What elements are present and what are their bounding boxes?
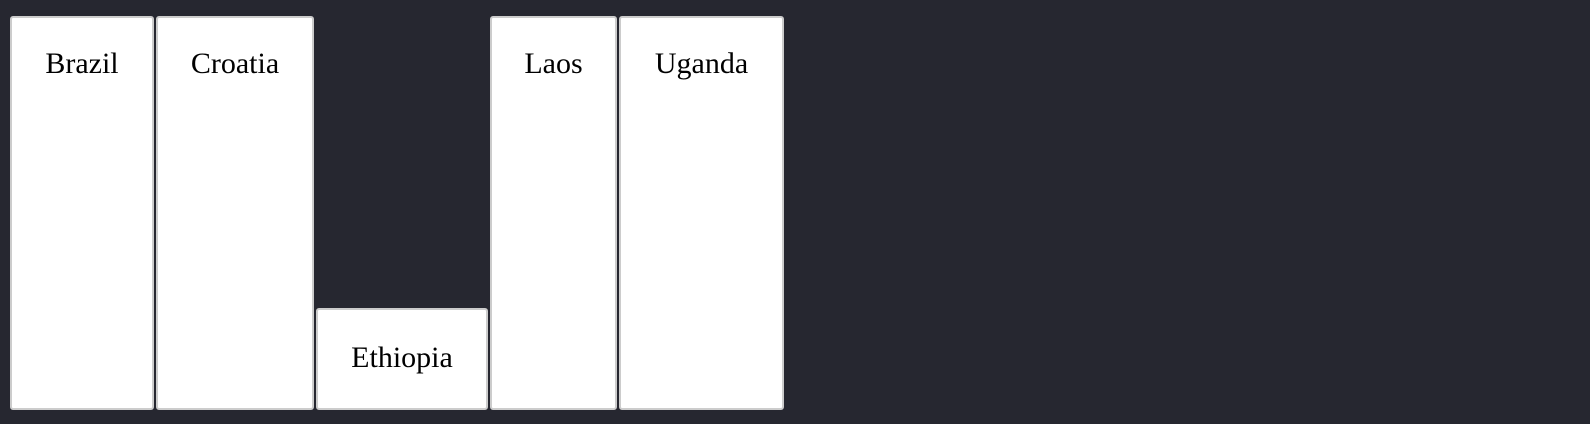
country-card-brazil[interactable]: Brazil	[10, 16, 154, 410]
country-card-label: Brazil	[45, 47, 119, 80]
country-card-label: Croatia	[190, 47, 280, 80]
country-card-ethiopia[interactable]: Ethiopia	[316, 308, 488, 410]
country-card-label: Laos	[524, 47, 583, 80]
country-card-uganda[interactable]: Uganda	[619, 16, 784, 410]
country-card-laos[interactable]: Laos	[490, 16, 617, 410]
country-card-label: Uganda	[654, 47, 749, 80]
country-card-croatia[interactable]: Croatia	[156, 16, 314, 410]
country-card-row: Brazil Croatia Ethiopia Laos Uganda	[10, 10, 784, 410]
country-card-label: Ethiopia	[351, 341, 453, 374]
